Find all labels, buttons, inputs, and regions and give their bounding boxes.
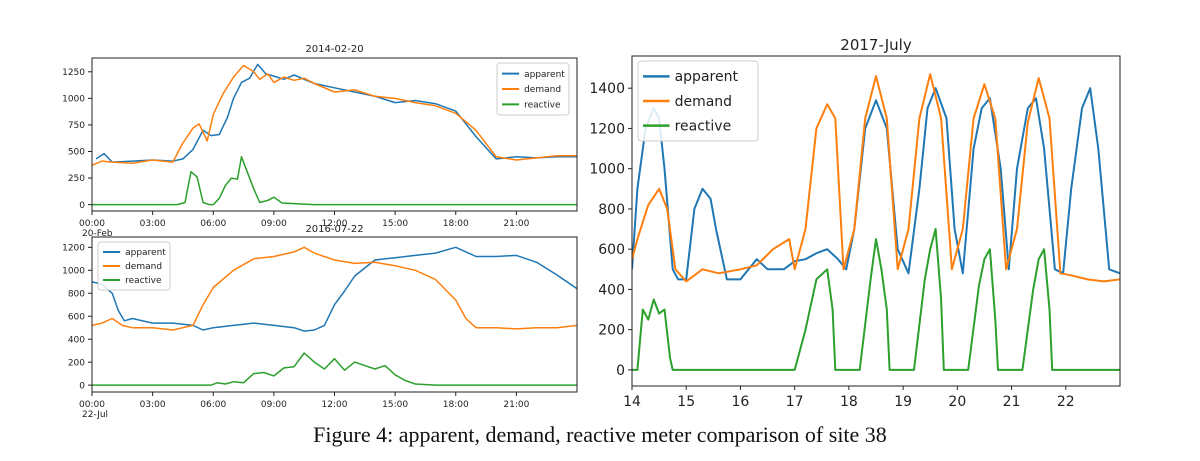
x-tick-label: 19 [894, 394, 912, 410]
y-tick-label: 600 [68, 312, 85, 322]
x-tick-label: 20 [948, 394, 966, 410]
legend: apparent demand reactive [97, 241, 171, 291]
chart-title: 2014-02-20 [305, 44, 363, 55]
legend-box [637, 60, 759, 142]
legend-label-reactive: reactive [675, 119, 732, 135]
y-tick-label: 750 [68, 121, 85, 131]
y-tick-label: 500 [68, 148, 85, 158]
series-line-demand [632, 73, 1120, 283]
y-tick-label: 0 [79, 201, 85, 211]
x-tick-sublabel: 20-Feb [82, 229, 113, 239]
x-tick-label: 00:00 [79, 400, 105, 410]
x-tick-label: 09:00 [261, 400, 287, 410]
x-tick-label: 12:00 [322, 219, 348, 229]
x-tick-label: 06:00 [200, 219, 226, 229]
legend-box [97, 241, 171, 291]
y-tick-label: 250 [68, 174, 85, 184]
y-tick-label: 600 [598, 242, 625, 258]
series-line-demand [92, 64, 577, 166]
legend-label-apparent: apparent [125, 248, 166, 258]
x-tick-label: 03:00 [140, 400, 166, 410]
series-line-reactive [92, 156, 577, 206]
x-tick-label: 12:00 [322, 400, 348, 410]
chart-2016-07-22: 0 200 400 600 800 1000 1200 00:00 03:00 06:00 09:0… [62, 224, 578, 420]
x-tick-label: 03:00 [140, 219, 166, 229]
chart-2017-july: 0 200 400 600 800 1000 1200 1400 14 15 16 17 18 19 20 2… [589, 36, 1121, 410]
y-tick-label: 200 [68, 358, 85, 368]
y-tick-label: 1400 [589, 81, 625, 97]
series-line-demand [92, 246, 577, 331]
legend: apparent demand reactive [637, 60, 759, 142]
y-tick-label: 400 [598, 282, 625, 298]
legend-label-apparent: apparent [524, 70, 565, 80]
y-tick-label: 0 [616, 363, 625, 379]
legend: apparent demand reactive [496, 62, 570, 116]
y-tick-label: 400 [68, 335, 85, 345]
y-tick-label: 800 [598, 202, 625, 218]
chart-2014-02-20: 0 250 500 750 1000 1250 00:00 03:00 06:00 09:00 12… [62, 44, 578, 239]
series-group [632, 73, 1120, 371]
x-tick-label: 18:00 [443, 219, 469, 229]
x-tick-label: 15:00 [382, 219, 408, 229]
series-line-reactive [632, 228, 1120, 371]
x-tick-label: 18:00 [443, 400, 469, 410]
legend-label-demand: demand [524, 85, 561, 95]
legend-label-reactive: reactive [125, 276, 162, 286]
x-tick-label: 21 [1003, 394, 1021, 410]
x-tick-label: 00:00 [79, 219, 105, 229]
y-tick-label: 200 [598, 323, 625, 339]
x-tick-label: 18 [840, 394, 858, 410]
axes-frame [631, 55, 1121, 387]
x-tick-label: 15:00 [382, 400, 408, 410]
x-tick-label: 17 [786, 394, 804, 410]
figure-caption: Figure 4: apparent, demand, reactive met… [313, 422, 887, 447]
series-line-reactive [92, 352, 577, 386]
x-tick-label: 21:00 [503, 219, 529, 229]
x-tick-label: 22 [1057, 394, 1075, 410]
x-tick-label: 06:00 [200, 400, 226, 410]
legend-label-demand: demand [125, 262, 162, 272]
y-tick-label: 1000 [62, 266, 85, 276]
y-tick-label: 1000 [589, 162, 625, 178]
chart-title: 2016-07-22 [305, 224, 363, 235]
legend-label-apparent: apparent [675, 69, 739, 85]
chart-title: 2017-July [840, 36, 912, 54]
x-tick-label: 09:00 [261, 219, 287, 229]
y-tick-label: 0 [79, 381, 85, 391]
y-tick-label: 1250 [62, 68, 85, 78]
x-tick-label: 14 [623, 394, 641, 410]
x-tick-sublabel: 22-Jul [82, 410, 108, 420]
series-group [92, 246, 577, 386]
y-tick-label: 800 [68, 289, 85, 299]
x-tick-label: 16 [732, 394, 750, 410]
x-tick-label: 21:00 [503, 400, 529, 410]
y-tick-label: 1000 [62, 95, 85, 105]
legend-label-reactive: reactive [524, 100, 561, 110]
legend-box [496, 62, 570, 116]
series-group [92, 63, 577, 206]
series-line-apparent [92, 246, 577, 332]
x-tick-label: 15 [677, 394, 695, 410]
legend-label-demand: demand [675, 94, 732, 110]
series-line-apparent [632, 87, 1120, 281]
y-tick-label: 1200 [589, 121, 625, 137]
y-tick-label: 1200 [62, 243, 85, 253]
